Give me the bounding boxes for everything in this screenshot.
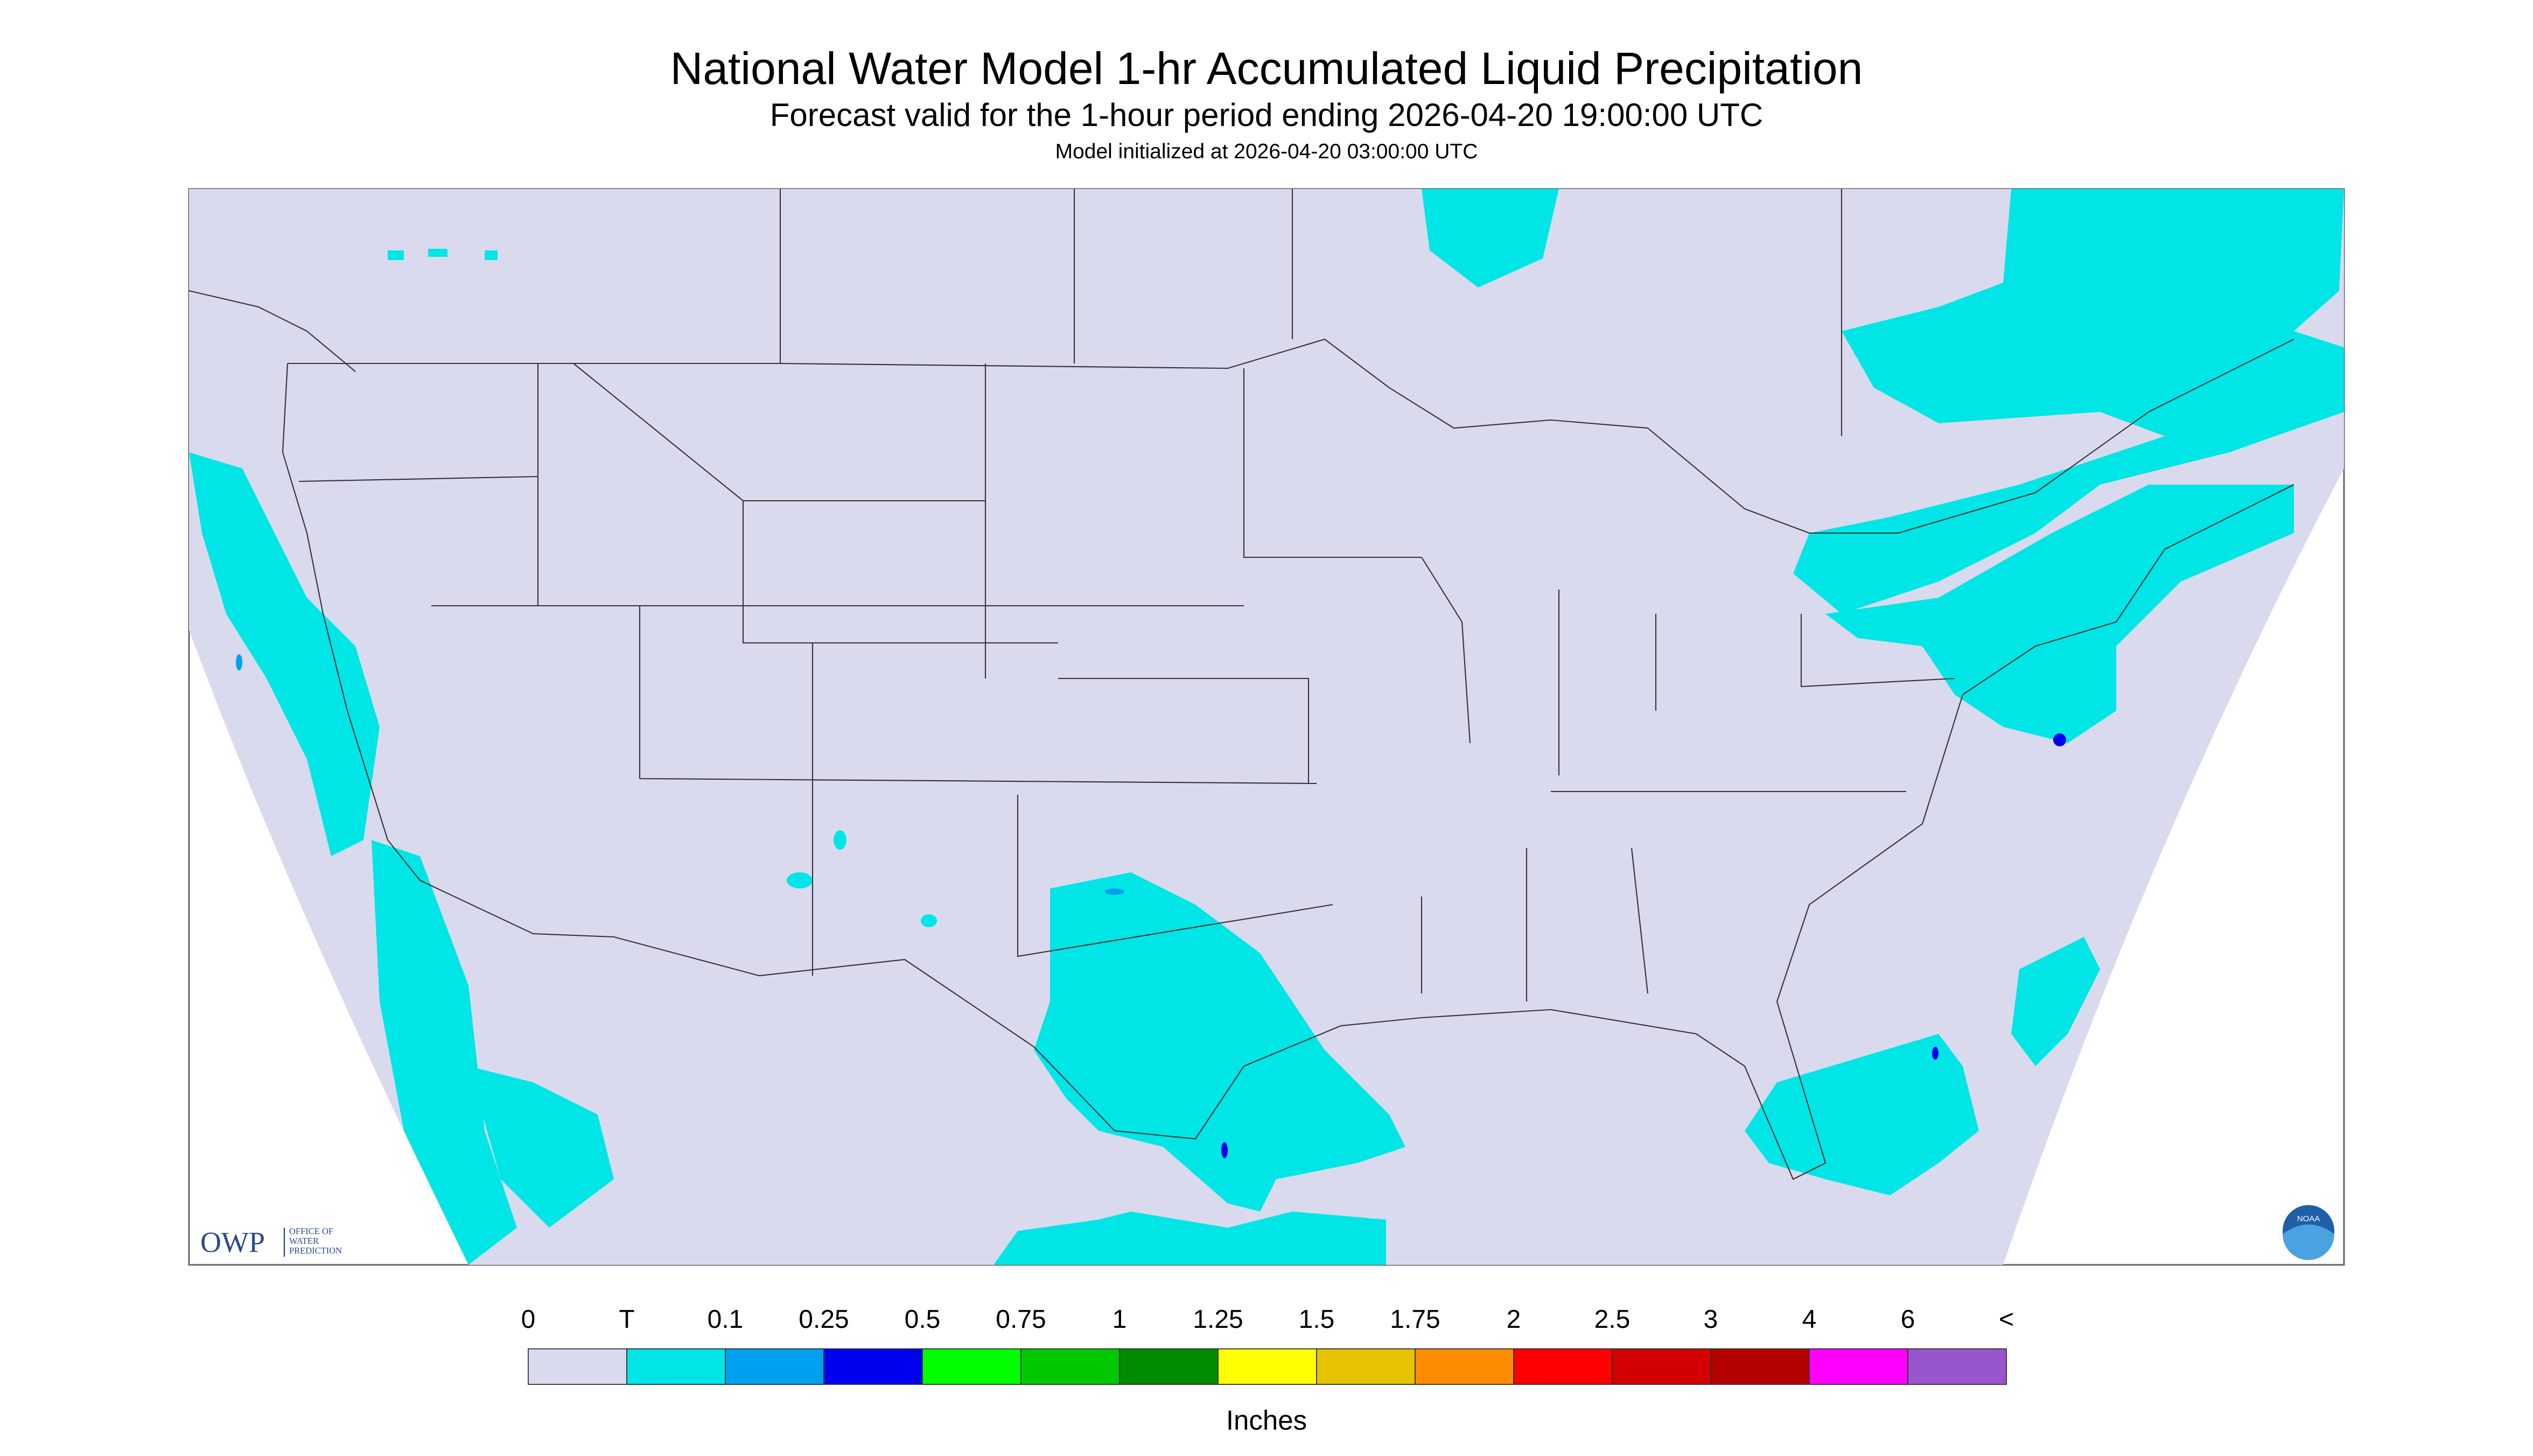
legend-swatch: [1217, 1348, 1317, 1385]
legend-swatch: [1612, 1348, 1711, 1385]
legend-label: 0.5: [905, 1305, 941, 1334]
map: OWP OFFICE OF WATER PREDICTION NOAA: [188, 188, 2345, 1266]
legend-swatch: [1415, 1348, 1514, 1385]
legend-label: 1.25: [1193, 1305, 1243, 1334]
legend-swatch: [1316, 1348, 1416, 1385]
model-domain: [189, 189, 2344, 1265]
legend-swatch: [1020, 1348, 1120, 1385]
noaa-logo: NOAA: [2283, 1205, 2334, 1261]
legend-swatch: [1907, 1348, 2007, 1385]
legend-label: 0.25: [799, 1305, 849, 1334]
title: National Water Model 1-hr Accumulated Li…: [670, 43, 1863, 94]
legend-label: 1: [1112, 1305, 1127, 1334]
legend-label: 0: [521, 1305, 536, 1334]
legend-label: <: [1999, 1305, 2014, 1334]
owp-logo: OWP OFFICE OF WATER PREDICTION: [200, 1226, 342, 1258]
precip-areas: [189, 189, 2344, 1265]
legend-label: 2.5: [1594, 1305, 1631, 1334]
legend-swatch: [1119, 1348, 1219, 1385]
legend-swatch: [922, 1348, 1021, 1385]
legend-swatch: [626, 1348, 726, 1385]
owp-name: PREDICTION: [289, 1245, 342, 1256]
legend-label: 4: [1802, 1305, 1817, 1334]
borders: [188, 189, 2294, 1180]
legend-label: T: [619, 1305, 634, 1334]
legend: 0 T 0.1 0.25 0.5 0.75 1 1.25 1.5 1.75 2 2.5 3 4 6 <: [521, 1305, 2014, 1385]
legend-label: 3: [1704, 1305, 1718, 1334]
legend-swatch: [1809, 1348, 1908, 1385]
legend-label: 0.75: [996, 1305, 1046, 1334]
legend-label: 0.1: [708, 1305, 744, 1334]
legend-units: Inches: [1226, 1405, 1307, 1436]
legend-swatch: [823, 1348, 923, 1385]
legend-label: 6: [1901, 1305, 1915, 1334]
legend-label: 1.5: [1299, 1305, 1335, 1334]
owp-name: WATER: [289, 1236, 319, 1246]
legend-swatch: [528, 1348, 627, 1385]
noaa-text: NOAA: [2297, 1214, 2320, 1223]
legend-label: 2: [1507, 1305, 1521, 1334]
owp-name: OFFICE OF: [289, 1226, 333, 1236]
subtitle: Forecast valid for the 1-hour period end…: [770, 97, 1763, 133]
legend-swatch: [725, 1348, 824, 1385]
legend-swatch: [1513, 1348, 1613, 1385]
legend-label: 1.75: [1390, 1305, 1440, 1334]
owp-text: OWP: [200, 1226, 265, 1258]
legend-swatch: [1710, 1348, 1810, 1385]
init-time: Model initialized at 2026-04-20 03:00:00…: [1055, 140, 1478, 163]
